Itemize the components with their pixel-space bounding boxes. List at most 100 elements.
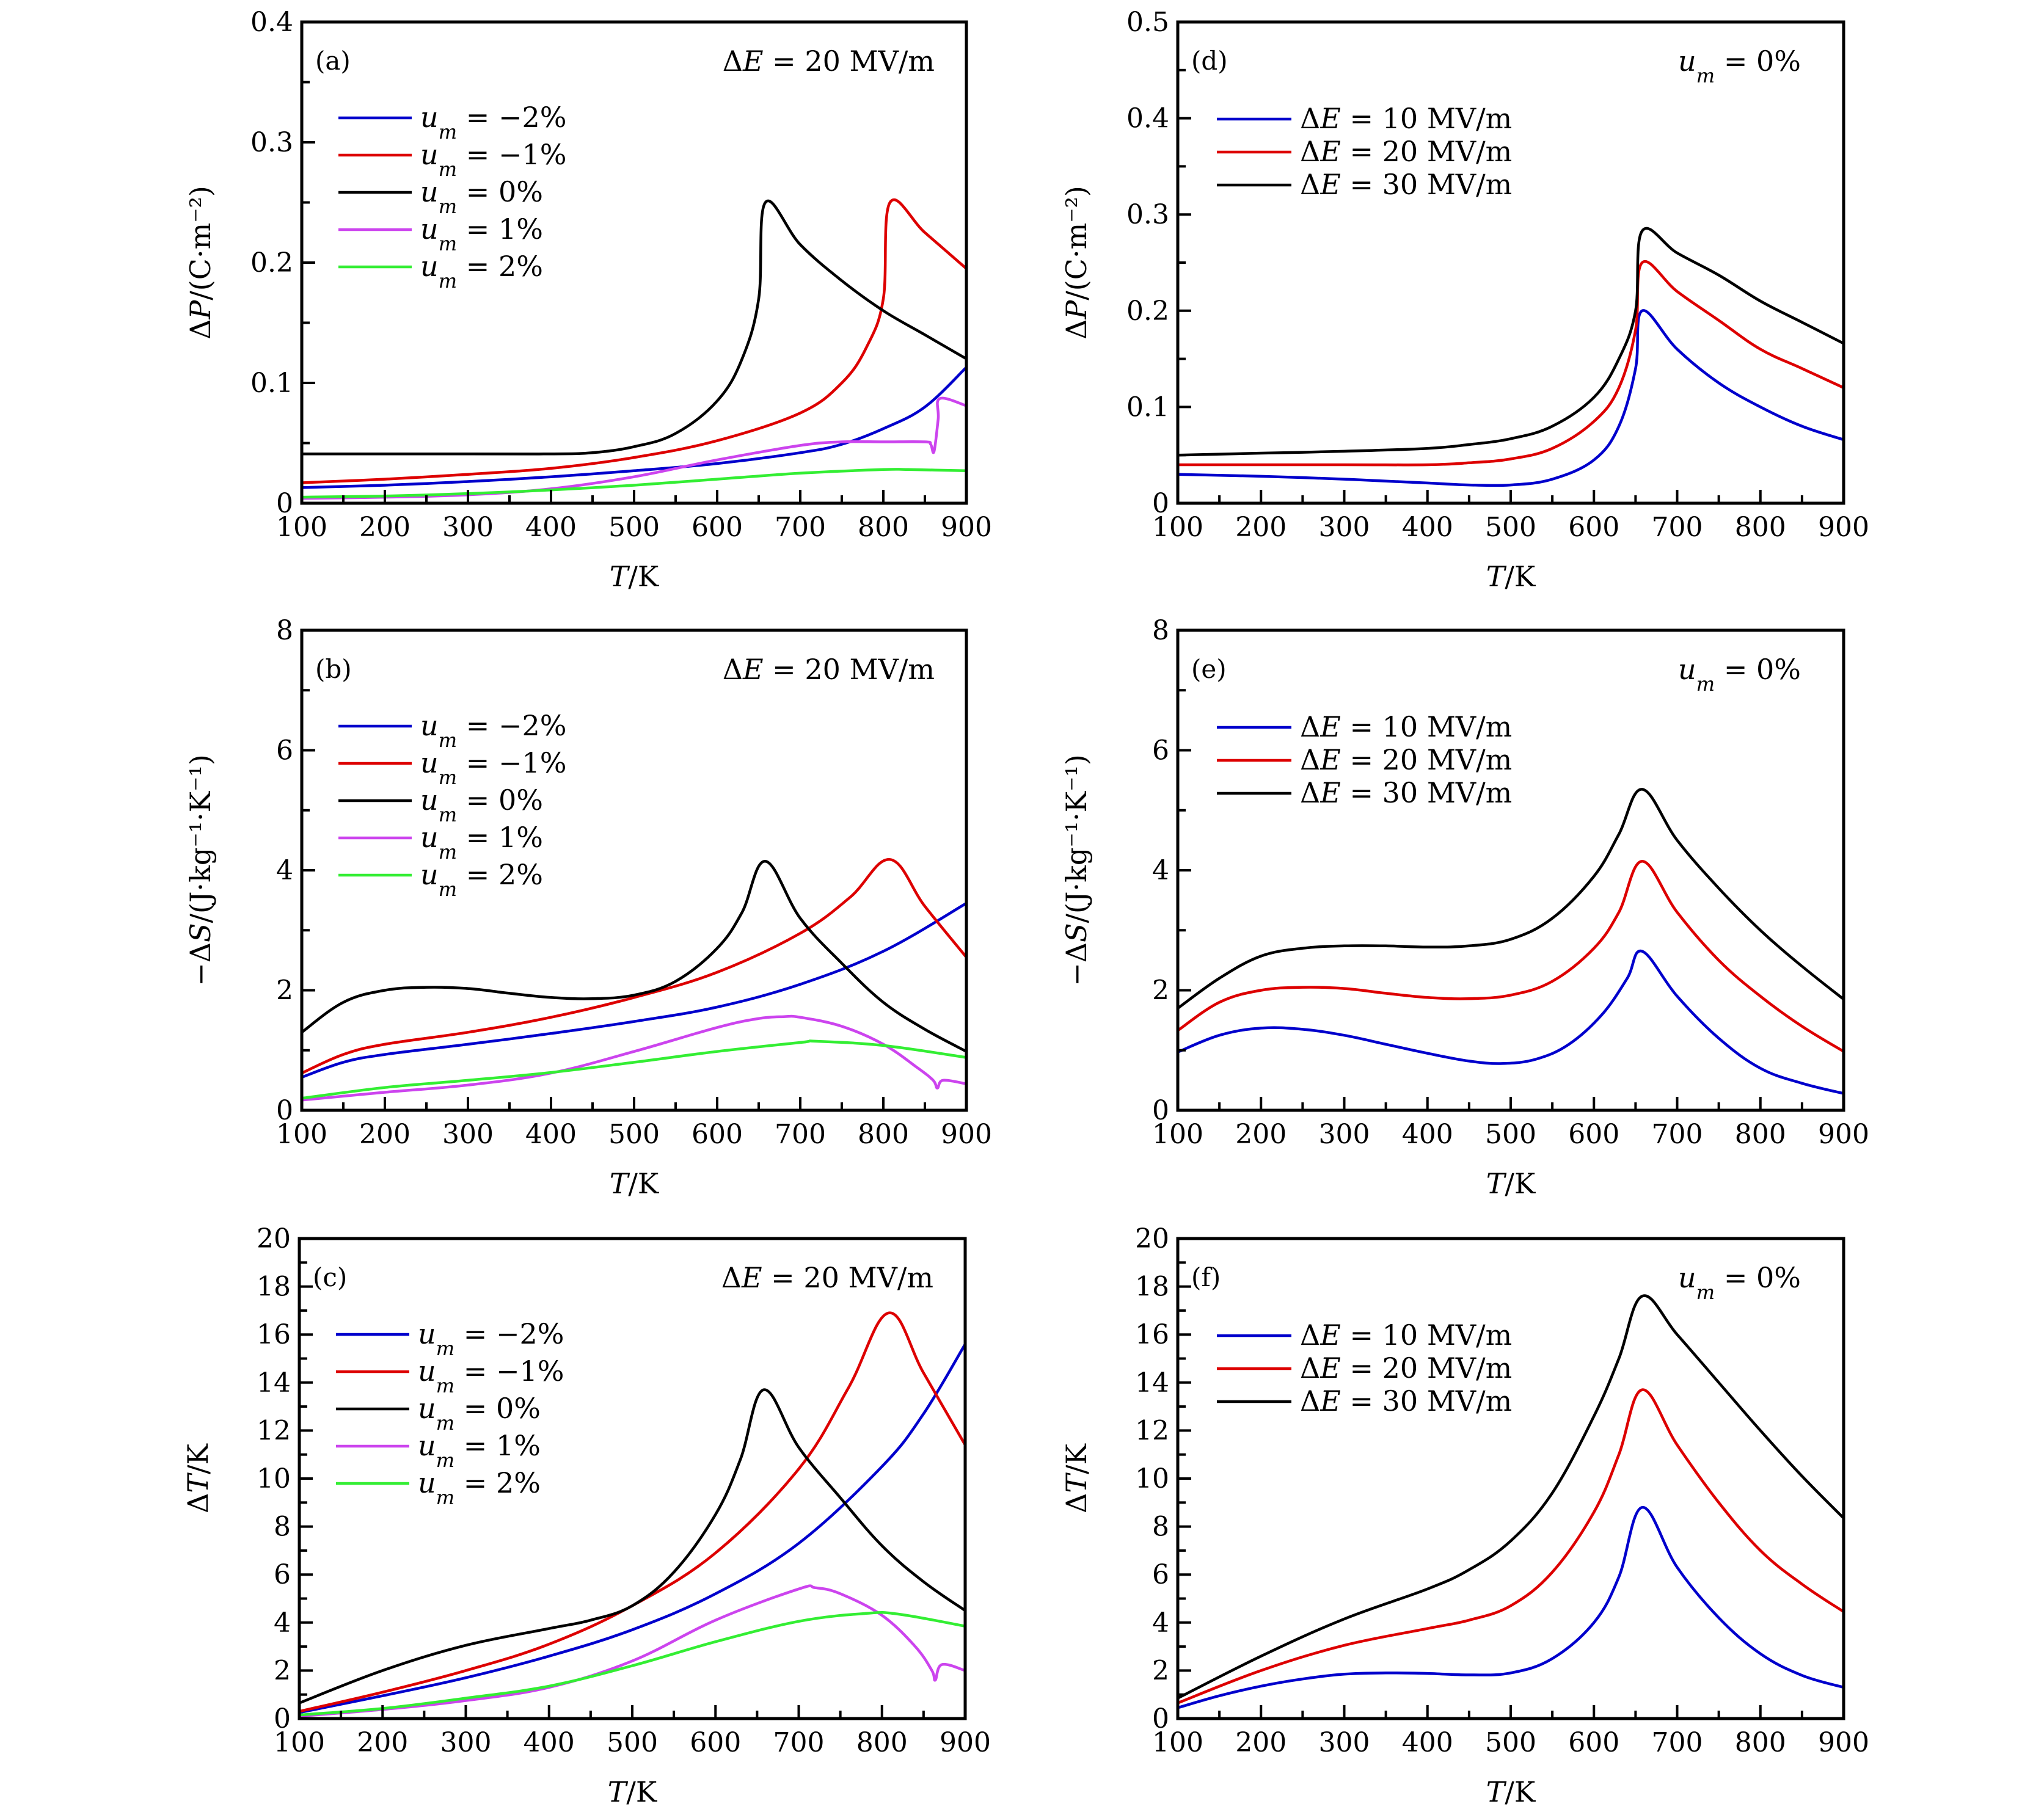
y-tick-label: 14 — [1135, 1367, 1169, 1399]
x-tick-label: 900 — [1818, 1119, 1869, 1150]
x-tick-label: 900 — [940, 1727, 991, 1758]
legend-entry: ΔE = 30 MV/m — [1300, 1384, 1512, 1417]
y-tick-label: 8 — [1152, 615, 1169, 646]
legend-entry: um = −2% — [420, 101, 567, 144]
y-tick-label: 0.4 — [1126, 103, 1169, 134]
x-tick-label: 500 — [1485, 1727, 1536, 1758]
x-tick-label: 800 — [1735, 512, 1786, 543]
legend-entry: um = −2% — [418, 1317, 564, 1360]
series-line-2 — [302, 199, 966, 456]
condition-annotation: ΔE = 20 MV/m — [723, 653, 935, 686]
y-tick-label: 0 — [1152, 1703, 1169, 1734]
x-tick-label: 800 — [1735, 1119, 1786, 1150]
x-tick-label: 400 — [1402, 1119, 1453, 1150]
x-tick-label: 600 — [1568, 1727, 1619, 1758]
legend-entry: ΔE = 30 MV/m — [1300, 776, 1512, 809]
x-tick-label: 400 — [1402, 1727, 1453, 1758]
y-axis-title: −ΔS/(J·kg⁻¹·K⁻¹) — [1060, 754, 1093, 986]
plot-frame — [297, 1237, 967, 1720]
curves — [302, 858, 966, 1102]
legend-entry: um = 1% — [420, 821, 543, 864]
panel-label: (c) — [313, 1262, 347, 1292]
x-tick-label: 300 — [442, 512, 494, 543]
x-tick-label: 200 — [1235, 512, 1287, 543]
y-tick-label: 8 — [276, 615, 293, 646]
x-tick-label: 400 — [524, 1727, 575, 1758]
series-line-2 — [1178, 788, 1844, 1010]
y-tick-label: 6 — [1152, 1559, 1169, 1590]
x-tick-label: 900 — [1818, 512, 1869, 543]
x-tick-label: 700 — [773, 1727, 825, 1758]
curves — [1178, 788, 1844, 1095]
x-axis-title: T/K — [608, 1775, 658, 1808]
y-tick-label: 0.2 — [250, 247, 293, 278]
x-tick-label: 600 — [1568, 1119, 1619, 1150]
y-tick-label: 4 — [274, 1607, 291, 1639]
condition-annotation: um = 0% — [1678, 653, 1801, 696]
y-tick-label: 16 — [257, 1319, 291, 1350]
legend: ΔE = 10 MV/mΔE = 20 MV/mΔE = 30 MV/m — [1217, 1319, 1512, 1417]
y-tick-label: 0 — [276, 1095, 293, 1126]
x-tick-label: 500 — [608, 1119, 660, 1150]
series-line-1 — [299, 1311, 965, 1713]
legend: um = −2%um = −1%um = 0%um = 1%um = 2% — [338, 101, 567, 293]
y-tick-label: 18 — [1135, 1272, 1169, 1303]
x-tick-label: 200 — [1235, 1727, 1287, 1758]
panel-f: 100 200 300 400 500 600 700 800 900 0 2 4 6 8 10 12 14 16… — [1060, 1223, 1869, 1808]
x-tick-label: 100 — [1152, 1727, 1203, 1758]
x-axis-title: T/K — [1486, 1775, 1536, 1808]
x-tick-label: 200 — [359, 1119, 411, 1150]
y-tick-label: 0.3 — [1126, 199, 1169, 230]
curves — [1178, 227, 1844, 487]
x-tick-label: 400 — [1402, 512, 1453, 543]
y-tick-label: 0 — [1152, 488, 1169, 519]
y-tick-label: 6 — [276, 735, 293, 766]
legend-entry: ΔE = 10 MV/m — [1300, 710, 1512, 743]
y-tick-label: 0 — [1152, 1095, 1169, 1126]
x-tick-label: 300 — [1319, 512, 1370, 543]
series-line-1 — [1178, 860, 1844, 1053]
legend-entry: ΔE = 30 MV/m — [1300, 168, 1512, 201]
series-line-1 — [1178, 1388, 1844, 1705]
y-tick-label: 10 — [1135, 1463, 1169, 1494]
plot-frame — [300, 20, 968, 505]
series-line-1 — [302, 198, 966, 484]
x-tick-label: 400 — [525, 512, 577, 543]
y-tick-label: 20 — [257, 1223, 291, 1254]
y-axis-title: ΔT/K — [181, 1443, 214, 1513]
legend-entry: ΔE = 20 MV/m — [1300, 743, 1512, 776]
y-axis-title: ΔT/K — [1060, 1443, 1093, 1513]
panel-c: 100 200 300 400 500 600 700 800 900 0 2 4 6 8 10 12 14 16… — [181, 1223, 991, 1808]
y-tick-label: 0 — [274, 1703, 291, 1734]
legend: um = −2%um = −1%um = 0%um = 1%um = 2% — [338, 709, 567, 901]
series-line-2 — [299, 1388, 965, 1705]
x-tick-label: 900 — [941, 512, 992, 543]
y-tick-label: 14 — [257, 1367, 291, 1399]
y-axis-title: ΔP/(C·m⁻²) — [1060, 186, 1093, 340]
x-tick-label: 200 — [357, 1727, 408, 1758]
x-tick-label: 500 — [608, 512, 660, 543]
legend-entry: um = 2% — [418, 1466, 541, 1509]
legend-entry: ΔE = 10 MV/m — [1300, 1319, 1512, 1352]
x-tick-label: 100 — [276, 512, 327, 543]
y-tick-label: 6 — [1152, 735, 1169, 766]
series-line-0 — [1178, 309, 1844, 487]
legend: ΔE = 10 MV/mΔE = 20 MV/mΔE = 30 MV/m — [1217, 102, 1512, 201]
legend-entry: um = 0% — [420, 784, 543, 826]
y-tick-label: 0 — [276, 488, 293, 519]
y-tick-label: 0.2 — [1126, 296, 1169, 327]
x-tick-label: 800 — [858, 512, 909, 543]
x-axis-title: T/K — [610, 560, 660, 593]
x-tick-label: 700 — [1652, 1727, 1703, 1758]
plot-frame — [1176, 628, 1845, 1112]
legend-entry: um = −2% — [420, 709, 567, 752]
x-tick-label: 800 — [1735, 1727, 1786, 1758]
panel-d: 100 200 300 400 500 600 700 800 900 0 0.1 0.2 0.3 0.4… — [1060, 7, 1869, 593]
x-tick-label: 700 — [775, 512, 826, 543]
series-line-1 — [1178, 260, 1844, 467]
y-tick-label: 0.5 — [1126, 7, 1169, 38]
x-tick-label: 800 — [856, 1727, 908, 1758]
x-tick-label: 600 — [692, 512, 743, 543]
panel-a: 100 200 300 400 500 600 700 800 900 0 0.1 0.2 0.3 0.4… — [184, 7, 992, 593]
